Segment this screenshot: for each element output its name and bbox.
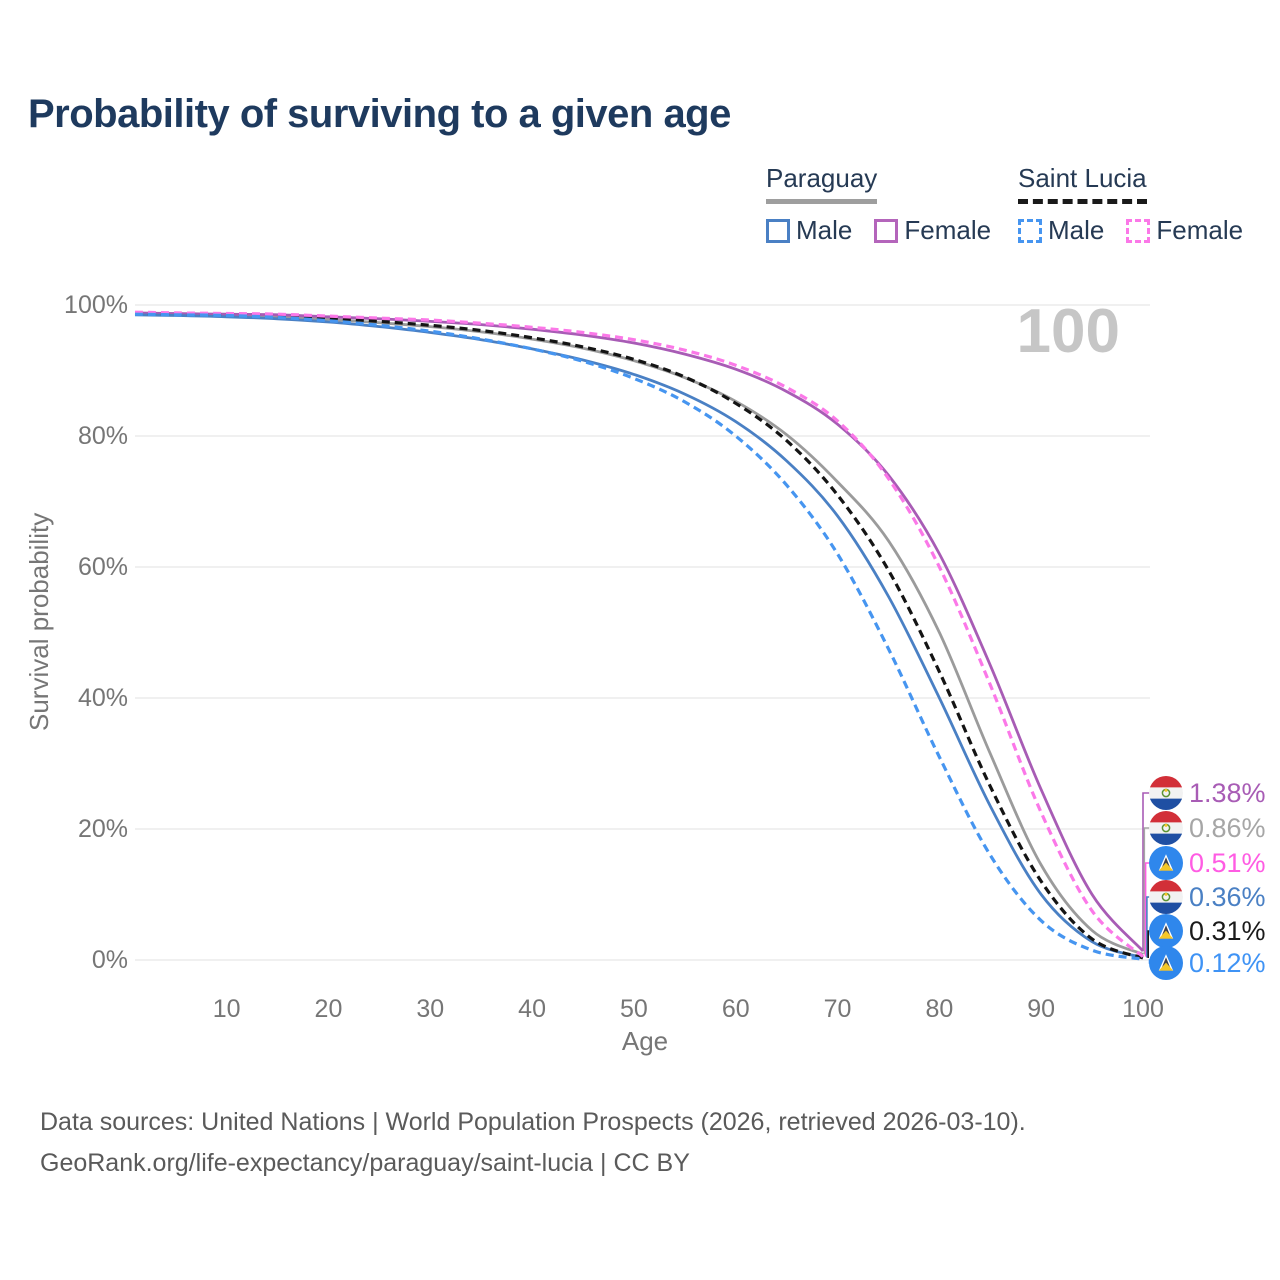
- end-label-saint-lucia-male: 0.12%: [1149, 946, 1266, 980]
- legend-swatch-saint-lucia-male: [1018, 218, 1042, 243]
- legend-group-paraguay: Paraguay Male Female: [766, 163, 991, 246]
- series-line-saint-lucia-female[interactable]: [134, 310, 1145, 958]
- saint-lucia-flag-icon: [1149, 946, 1183, 980]
- legend-item-label: Male: [1048, 215, 1105, 245]
- x-tick-label: 40: [518, 995, 546, 1023]
- legend-group-saint-lucia: Saint Lucia Male Female: [1018, 163, 1243, 246]
- saint-lucia-flag-icon: [1149, 846, 1183, 880]
- attribution-url-text: GeoRank.org/life-expectancy/paraguay/sai…: [40, 1149, 690, 1177]
- y-tick-label: 60%: [77, 553, 128, 581]
- end-label-saint-lucia-female: 0.51%: [1149, 846, 1266, 880]
- end-label-value: 0.86%: [1189, 813, 1266, 843]
- y-tick-label: 80%: [77, 422, 128, 450]
- legend-item-paraguay-female[interactable]: Female: [874, 215, 991, 246]
- end-label-value: 0.12%: [1189, 948, 1266, 978]
- x-tick-label: 90: [1027, 995, 1056, 1023]
- y-tick-label: 100%: [64, 291, 128, 319]
- x-tick-label: 70: [823, 995, 852, 1023]
- x-tick-label: 60: [721, 995, 750, 1023]
- legend-item-label: Female: [904, 215, 992, 245]
- end-label-value: 0.51%: [1189, 848, 1266, 878]
- legend-header-paraguay: Paraguay: [766, 163, 878, 204]
- age-watermark: 100: [1016, 297, 1120, 366]
- legend-items-saint-lucia: Male Female: [1018, 215, 1243, 246]
- x-tick-label: 50: [620, 995, 648, 1023]
- x-tick-label: 100: [1122, 995, 1164, 1023]
- paraguay-flag-icon: [1149, 811, 1183, 845]
- end-label-value: 0.36%: [1189, 882, 1266, 912]
- series-line-saint-lucia-male[interactable]: [134, 312, 1144, 961]
- y-tick-label: 20%: [77, 815, 128, 843]
- x-axis-title: Age: [621, 1026, 669, 1056]
- saint-lucia-flag-icon: [1149, 914, 1183, 948]
- x-tick-label: 20: [314, 995, 343, 1023]
- data-sources-text: Data sources: United Nations | World Pop…: [40, 1108, 1026, 1136]
- legend-item-label: Male: [796, 215, 853, 245]
- end-label-saint-lucia-both-sexes: 0.31%: [1149, 914, 1266, 948]
- chart-title: Probability of surviving to a given age: [28, 92, 731, 136]
- legend-item-paraguay-male[interactable]: Male: [766, 215, 852, 246]
- x-tick-label: 10: [212, 995, 241, 1023]
- legend-item-label: Female: [1156, 215, 1244, 245]
- paraguay-flag-icon: [1149, 776, 1183, 810]
- end-label-paraguay-female: 1.38%: [1149, 776, 1266, 810]
- paraguay-flag-icon: [1149, 880, 1183, 914]
- series-line-paraguay-male[interactable]: [134, 313, 1144, 959]
- end-label-paraguay-male: 0.36%: [1149, 880, 1266, 914]
- legend-item-saint-lucia-male[interactable]: Male: [1018, 215, 1104, 246]
- legend-swatch-saint-lucia-female: [1126, 218, 1151, 243]
- y-axis-title: Survival probability: [24, 512, 54, 732]
- end-label-paraguay-both-sexes: 0.86%: [1149, 811, 1266, 845]
- legend-items-paraguay: Male Female: [766, 215, 991, 246]
- end-label-value: 0.31%: [1189, 916, 1266, 946]
- x-tick-label: 30: [416, 995, 445, 1023]
- legend-swatch-paraguay-female: [874, 218, 899, 243]
- y-tick-label: 40%: [77, 684, 128, 712]
- y-tick-label: 0%: [91, 946, 128, 974]
- legend-header-saint-lucia: Saint Lucia: [1018, 163, 1147, 204]
- series-line-saint-lucia-both-sexes[interactable]: [134, 311, 1144, 960]
- x-tick-label: 80: [925, 995, 954, 1023]
- legend-swatch-paraguay-male: [766, 218, 790, 243]
- legend-item-saint-lucia-female[interactable]: Female: [1126, 215, 1243, 246]
- end-label-value: 1.38%: [1189, 778, 1266, 808]
